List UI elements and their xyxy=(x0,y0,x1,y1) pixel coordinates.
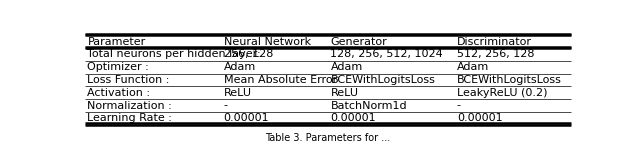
Text: ReLU: ReLU xyxy=(223,88,252,98)
Text: Table 3. Parameters for ...: Table 3. Parameters for ... xyxy=(266,132,390,143)
Text: Neural Network: Neural Network xyxy=(223,37,310,47)
Text: Total neurons per hidden layer:: Total neurons per hidden layer: xyxy=(88,49,261,59)
Text: -: - xyxy=(457,101,461,111)
Text: Generator: Generator xyxy=(330,37,387,47)
Text: BCEWithLogitsLoss: BCEWithLogitsLoss xyxy=(457,75,562,85)
Text: Optimizer :: Optimizer : xyxy=(88,62,149,72)
Text: Parameter: Parameter xyxy=(88,37,146,47)
Text: Loss Function :: Loss Function : xyxy=(88,75,170,85)
Text: 512, 256, 128: 512, 256, 128 xyxy=(457,49,534,59)
Text: Normalization :: Normalization : xyxy=(88,101,172,111)
Text: 256, 128: 256, 128 xyxy=(223,49,273,59)
Text: 128, 256, 512, 1024: 128, 256, 512, 1024 xyxy=(330,49,444,59)
Text: 0.00001: 0.00001 xyxy=(330,113,376,123)
Text: LeakyReLU (0.2): LeakyReLU (0.2) xyxy=(457,88,547,98)
Text: Adam: Adam xyxy=(457,62,489,72)
Text: Adam: Adam xyxy=(330,62,363,72)
Text: Adam: Adam xyxy=(223,62,256,72)
Text: Activation :: Activation : xyxy=(88,88,150,98)
Text: ReLU: ReLU xyxy=(330,88,358,98)
Text: -: - xyxy=(223,101,228,111)
Text: 0.00001: 0.00001 xyxy=(223,113,269,123)
Text: BCEWithLogitsLoss: BCEWithLogitsLoss xyxy=(330,75,435,85)
Text: Learning Rate :: Learning Rate : xyxy=(88,113,172,123)
Text: BatchNorm1d: BatchNorm1d xyxy=(330,101,407,111)
Text: Discriminator: Discriminator xyxy=(457,37,532,47)
Text: Mean Absolute Error: Mean Absolute Error xyxy=(223,75,337,85)
Text: 0.00001: 0.00001 xyxy=(457,113,502,123)
